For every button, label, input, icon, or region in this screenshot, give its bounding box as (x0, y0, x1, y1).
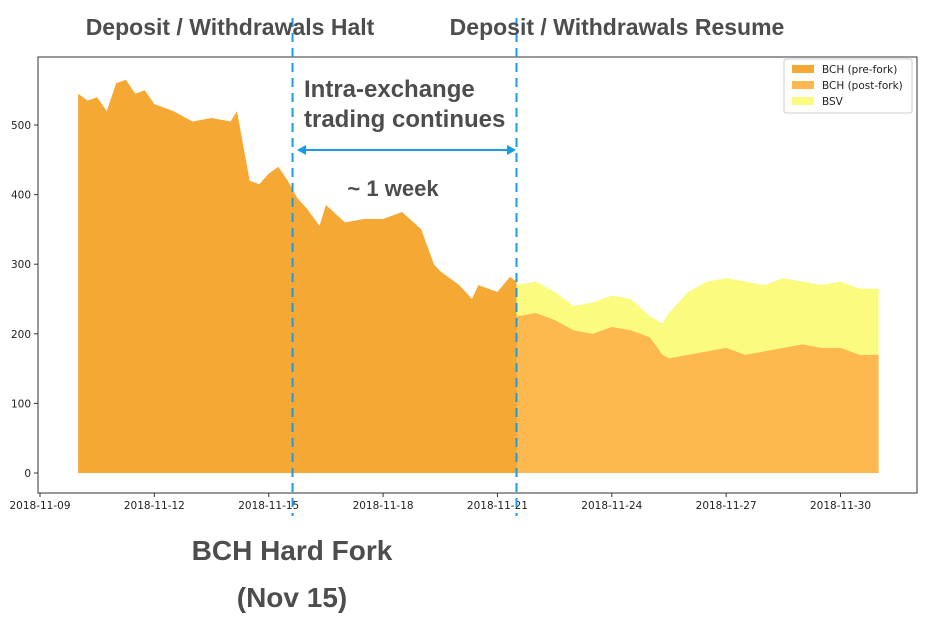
area-bch-post-fork (516, 312, 879, 473)
area-bch-pre-fork (78, 79, 517, 474)
annotation-halt: Deposit / Withdrawals Halt (86, 14, 375, 40)
x-tick-label: 2018-11-09 (9, 500, 70, 512)
y-tick-label: 100 (11, 398, 31, 410)
legend-label-bch-post-fork: BCH (post-fork) (822, 80, 903, 92)
legend-swatch-bch-post-fork (792, 81, 814, 89)
x-tick-label: 2018-11-15 (238, 500, 299, 512)
x-tick-label: 2018-11-18 (353, 500, 414, 512)
legend: BCH (pre-fork) BCH (post-fork) BSV (783, 58, 913, 114)
legend-swatch-bch-pre-fork (792, 65, 814, 73)
y-tick-label: 400 (11, 190, 31, 202)
annotation-intra-line1: Intra-exchange (304, 76, 475, 103)
y-tick-label: 300 (11, 259, 31, 271)
y-axis: 0 100 200 300 400 500 (11, 120, 38, 480)
y-tick-label: 500 (11, 120, 31, 132)
x-tick-label: 2018-11-30 (810, 500, 871, 512)
chart-areas (78, 79, 879, 474)
y-tick-label: 0 (24, 468, 31, 480)
x-axis: 2018-11-09 2018-11-12 2018-11-15 2018-11-18… (9, 493, 871, 512)
y-tick-label: 200 (11, 329, 31, 341)
x-tick-label: 2018-11-12 (124, 500, 185, 512)
area-bsv (516, 278, 879, 359)
x-tick-label: 2018-11-24 (581, 500, 642, 512)
event-lines (291, 18, 518, 516)
annotation-fork-line1: BCH Hard Fork (192, 535, 393, 566)
annotation-fork-line2: (Nov 15) (237, 582, 347, 613)
legend-label-bch-pre-fork: BCH (pre-fork) (822, 64, 897, 76)
legend-label-bsv: BSV (822, 96, 844, 108)
x-tick-label: 2018-11-27 (696, 500, 757, 512)
x-tick-label: 2018-11-21 (467, 500, 528, 512)
annotation-duration: ~ 1 week (347, 176, 439, 201)
plot-frame (37, 56, 918, 494)
annotation-resume: Deposit / Withdrawals Resume (450, 14, 785, 40)
legend-swatch-bsv (792, 97, 814, 105)
duration-arrow (297, 145, 516, 155)
annotation-intra-line2: trading continues (304, 106, 505, 133)
